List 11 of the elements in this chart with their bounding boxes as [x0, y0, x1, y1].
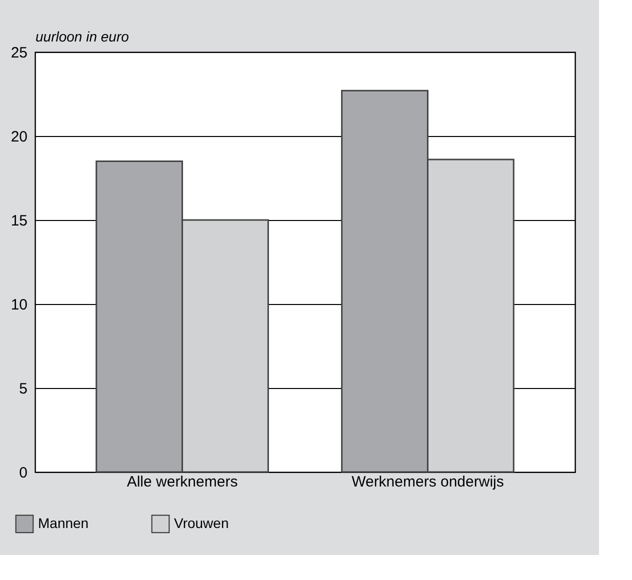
y-tick-label: 5	[19, 380, 28, 398]
y-tick-label: 15	[10, 212, 28, 230]
x-tick-label: Alle werknemers	[126, 474, 238, 490]
y-axis-title: uurloon in euro	[36, 28, 130, 44]
legend-label: Mannen	[38, 514, 89, 531]
legend-label: Vrouwen	[174, 514, 229, 531]
y-tick-label: 25	[10, 44, 28, 62]
y-tick-label: 10	[10, 296, 28, 314]
y-tick-label: 0	[19, 464, 28, 482]
x-tick-label: Werknemers onderwijs	[352, 474, 504, 490]
y-tick-label: 20	[10, 128, 28, 146]
